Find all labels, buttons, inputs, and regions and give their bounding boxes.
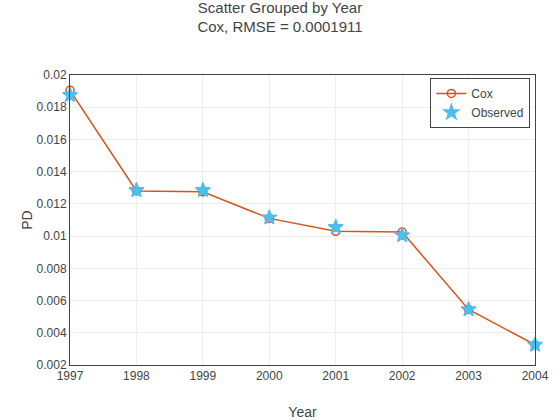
svg-text:Cox: Cox <box>471 87 492 101</box>
svg-text:Year: Year <box>288 404 317 420</box>
svg-text:0.02: 0.02 <box>43 68 67 82</box>
svg-text:1997: 1997 <box>57 369 84 383</box>
svg-text:2001: 2001 <box>322 369 349 383</box>
svg-text:Observed: Observed <box>471 106 523 120</box>
svg-text:Scatter Grouped by YearCox, RM: Scatter Grouped by YearCox, RMSE = 0.000… <box>197 0 362 35</box>
svg-text:0.002: 0.002 <box>37 358 67 372</box>
svg-text:0.014: 0.014 <box>37 165 67 179</box>
svg-text:0.01: 0.01 <box>43 229 67 243</box>
svg-text:PD: PD <box>19 210 35 229</box>
svg-text:0.018: 0.018 <box>37 100 67 114</box>
svg-text:2002: 2002 <box>389 369 416 383</box>
svg-text:2003: 2003 <box>455 369 482 383</box>
svg-text:1998: 1998 <box>123 369 150 383</box>
svg-text:2004: 2004 <box>522 369 549 383</box>
svg-text:0.006: 0.006 <box>37 294 67 308</box>
svg-text:2000: 2000 <box>256 369 283 383</box>
svg-text:1999: 1999 <box>190 369 217 383</box>
svg-text:0.012: 0.012 <box>37 197 67 211</box>
svg-text:0.008: 0.008 <box>37 262 67 276</box>
svg-text:0.016: 0.016 <box>37 133 67 147</box>
svg-text:0.004: 0.004 <box>37 326 67 340</box>
